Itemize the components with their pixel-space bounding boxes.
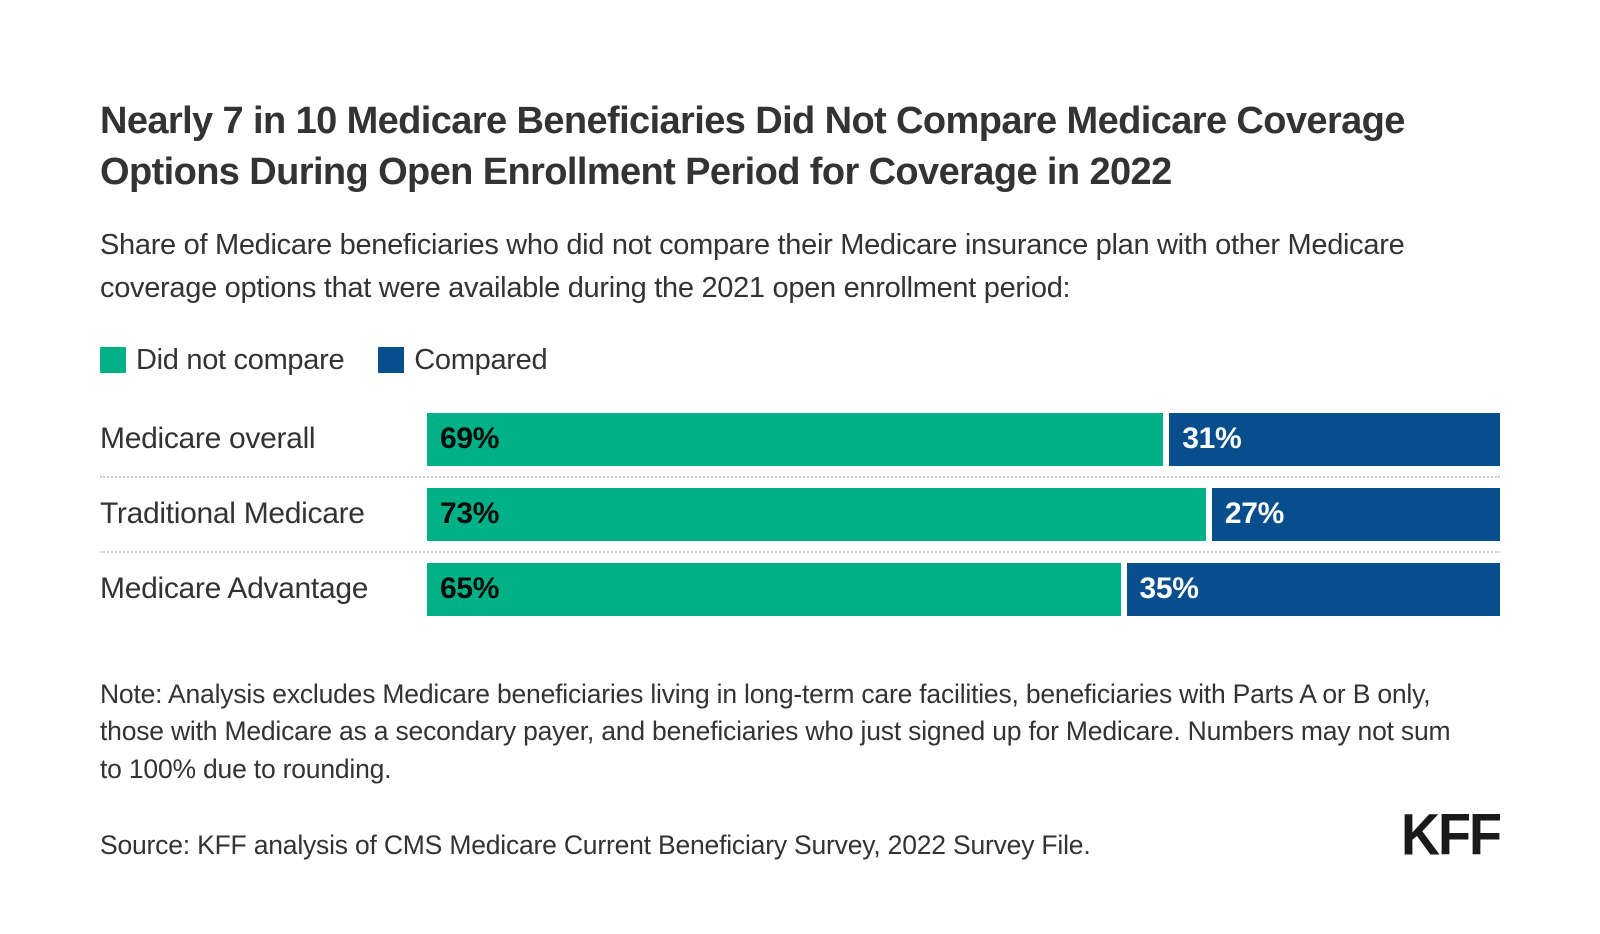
bar-segment-did-not-compare: 65%: [427, 562, 1121, 616]
bar-segment-did-not-compare: 69%: [427, 412, 1164, 466]
source-line: Source: KFF analysis of CMS Medicare Cur…: [100, 829, 1091, 860]
bar-track: 69% 31%: [427, 412, 1500, 466]
legend-item-compared: Compared: [378, 343, 548, 377]
legend-swatch-blue: [378, 347, 405, 374]
chart-row-medicare-advantage: Medicare Advantage 65% 35%: [100, 562, 1500, 616]
bar-value-label: 31%: [1182, 422, 1242, 456]
bar-value-label: 73%: [440, 497, 500, 531]
row-separator: [100, 550, 1500, 553]
bar-chart: Medicare overall 69% 31% Traditional Med…: [100, 412, 1500, 616]
footnote: Note: Analysis excludes Medicare benefic…: [100, 678, 1451, 784]
bar-track: 65% 35%: [427, 562, 1500, 616]
legend-label-did-not-compare: Did not compare: [136, 343, 345, 376]
chart-row-traditional-medicare: Traditional Medicare 73% 27%: [100, 487, 1500, 541]
chart-row-medicare-overall: Medicare overall 69% 31%: [100, 412, 1500, 466]
chart-subtitle: Share of Medicare beneficiaries who did …: [100, 228, 1405, 304]
bar-segment-did-not-compare: 73%: [427, 487, 1206, 541]
chart-content: Nearly 7 in 10 Medicare Beneficiaries Di…: [0, 96, 1600, 864]
row-separator: [100, 475, 1500, 478]
legend-item-did-not-compare: Did not compare: [100, 343, 345, 377]
bar-value-label: 27%: [1224, 497, 1285, 531]
bar-track: 73% 27%: [427, 487, 1500, 541]
category-label: Medicare overall: [100, 422, 316, 456]
bar-value-label: 65%: [440, 572, 500, 606]
footer: Source: KFF analysis of CMS Medicare Cur…: [100, 806, 1502, 864]
kff-logo: KFF: [1401, 802, 1502, 868]
bar-value-label: 69%: [440, 422, 500, 456]
chart-title: Nearly 7 in 10 Medicare Beneficiaries Di…: [100, 100, 1405, 193]
category-label: Medicare Advantage: [100, 572, 369, 606]
bar-segment-compared: 31%: [1169, 412, 1500, 466]
legend: Did not compare Compared: [100, 344, 1500, 377]
bar-segment-compared: 35%: [1126, 562, 1500, 616]
legend-label-compared: Compared: [414, 343, 548, 376]
legend-swatch-green: [100, 347, 126, 374]
bar-segment-compared: 27%: [1211, 487, 1500, 541]
bar-value-label: 35%: [1139, 572, 1199, 606]
category-label: Traditional Medicare: [100, 497, 365, 531]
